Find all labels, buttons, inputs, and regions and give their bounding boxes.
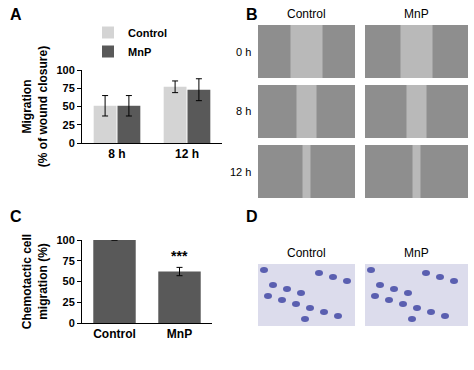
svg-text:C: C bbox=[10, 208, 22, 225]
svg-text:A: A bbox=[10, 6, 22, 23]
svg-text:100: 100 bbox=[56, 234, 74, 246]
svg-text:50: 50 bbox=[63, 100, 75, 112]
svg-text:MnP: MnP bbox=[167, 327, 192, 341]
svg-text:75: 75 bbox=[63, 82, 75, 94]
svg-text:Control: Control bbox=[128, 27, 167, 39]
svg-text:***: *** bbox=[171, 248, 188, 264]
svg-text:0: 0 bbox=[69, 137, 75, 149]
svg-text:MnP: MnP bbox=[128, 46, 151, 58]
svg-text:MnP: MnP bbox=[404, 7, 429, 21]
svg-text:75: 75 bbox=[63, 255, 75, 267]
svg-text:8 h: 8 h bbox=[108, 147, 125, 161]
svg-text:Migration(% of wound closure): Migration(% of wound closure) bbox=[20, 46, 50, 167]
svg-text:100: 100 bbox=[56, 64, 74, 76]
svg-text:12 h: 12 h bbox=[230, 166, 251, 178]
svg-text:12 h: 12 h bbox=[175, 147, 199, 161]
svg-text:0 h: 0 h bbox=[236, 46, 251, 58]
svg-text:Chemotactic cellmigration (%): Chemotactic cellmigration (%) bbox=[20, 234, 50, 329]
svg-text:50: 50 bbox=[63, 275, 75, 287]
svg-text:B: B bbox=[246, 6, 258, 23]
svg-text:Control: Control bbox=[287, 246, 326, 260]
svg-text:Control: Control bbox=[93, 327, 136, 341]
svg-text:0: 0 bbox=[69, 317, 75, 329]
svg-text:Control: Control bbox=[287, 7, 326, 21]
svg-text:8 h: 8 h bbox=[236, 105, 251, 117]
svg-text:25: 25 bbox=[63, 296, 75, 308]
svg-text:MnP: MnP bbox=[404, 246, 429, 260]
svg-text:D: D bbox=[246, 208, 258, 225]
svg-text:25: 25 bbox=[63, 119, 75, 131]
